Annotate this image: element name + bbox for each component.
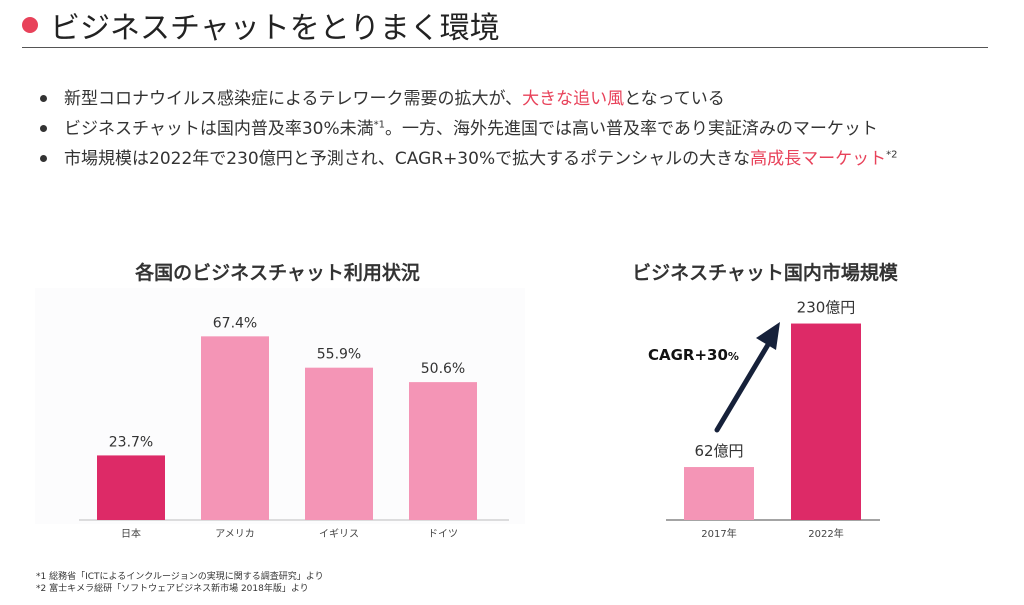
bullet-text: 新型コロナウイルス感染症によるテレワーク需要の拡大が、 <box>64 89 523 109</box>
footnote-ref: *2 <box>886 149 898 161</box>
bar-4 <box>409 382 477 520</box>
market-bar-chart: 62億円 2017年 230億円 2022年 CAGR+30% <box>648 299 880 540</box>
chart-title-usage: 各国のビジネスチャット利用状況 <box>135 262 420 284</box>
bar-2 <box>791 323 861 520</box>
cagr-arrow-icon <box>714 322 780 433</box>
bullet-text: 市場規模は2022年で230億円と予測され、CAGR+30%で拡大するポテンシャ… <box>64 149 751 169</box>
bar-value-label: 230億円 <box>797 299 856 317</box>
cagr-unit: % <box>728 350 739 363</box>
usage-bar-chart: 23.7% 日本 67.4% アメリカ 55.9% イギリス 50.6% ドイツ <box>35 288 525 540</box>
bullet-dot-icon <box>40 155 47 162</box>
cagr-label: CAGR+30% <box>648 346 739 364</box>
bullet-item: 市場規模は2022年で230億円と予測され、CAGR+30%で拡大するポテンシャ… <box>40 146 897 176</box>
bullet-text-end: 。一方、海外先進国では高い普及率であり実証済みのマーケット <box>385 119 878 139</box>
footnotes: *1 総務省「ICTによるインクルージョンの実現に関する調査研究」より *2 富… <box>36 571 324 595</box>
chart-title-market: ビジネスチャット国内市場規模 <box>632 262 898 284</box>
title-divider <box>22 47 988 48</box>
bullet-dot-icon <box>40 125 47 132</box>
arrow-shaft <box>714 335 775 433</box>
cagr-value: CAGR+30 <box>648 346 728 364</box>
bullet-highlight: 大きな追い風 <box>522 89 625 109</box>
footnote-ref: *1 <box>373 119 385 131</box>
bullet-text: ビジネスチャットは国内普及率30%未満 <box>64 119 374 139</box>
bar-value-label: 23.7% <box>109 434 153 450</box>
footnote-1: *1 総務省「ICTによるインクルージョンの実現に関する調査研究」より <box>36 572 324 582</box>
bullet-item: ビジネスチャットは国内普及率30%未満*1。一方、海外先進国では高い普及率であり… <box>40 116 897 146</box>
x-tick-label: 2017年 <box>701 527 736 540</box>
x-tick-label: イギリス <box>319 528 359 540</box>
bar-2 <box>201 336 269 520</box>
x-tick-label: ドイツ <box>428 529 458 540</box>
bullet-item: 新型コロナウイルス感染症によるテレワーク需要の拡大が、大きな追い風となっている <box>40 86 897 116</box>
bar-1 <box>684 467 754 520</box>
arrow-head <box>756 322 780 350</box>
bar-value-label: 50.6% <box>421 361 465 377</box>
bar-3 <box>305 367 373 520</box>
x-tick-label: 2022年 <box>808 527 843 540</box>
bullet-list: 新型コロナウイルス感染症によるテレワーク需要の拡大が、大きな追い風となっている … <box>40 86 897 176</box>
bullet-text-end: となっている <box>624 89 725 109</box>
bar-1 <box>97 455 165 520</box>
bar-value-label: 67.4% <box>213 315 257 331</box>
bullet-highlight: 高成長マーケット <box>750 149 887 169</box>
bullet-dot-icon <box>40 95 47 102</box>
title-marker-icon <box>22 17 38 33</box>
bar-value-label: 55.9% <box>317 347 361 363</box>
x-tick-label: 日本 <box>121 527 141 540</box>
x-tick-label: アメリカ <box>215 528 255 540</box>
bar-value-label: 62億円 <box>694 442 743 460</box>
footnote-2: *2 富士キメラ総研「ソフトウェアビジネス新市場 2018年版」より <box>36 584 309 594</box>
page-title: ビジネスチャットをとりまく環境 <box>50 11 500 46</box>
